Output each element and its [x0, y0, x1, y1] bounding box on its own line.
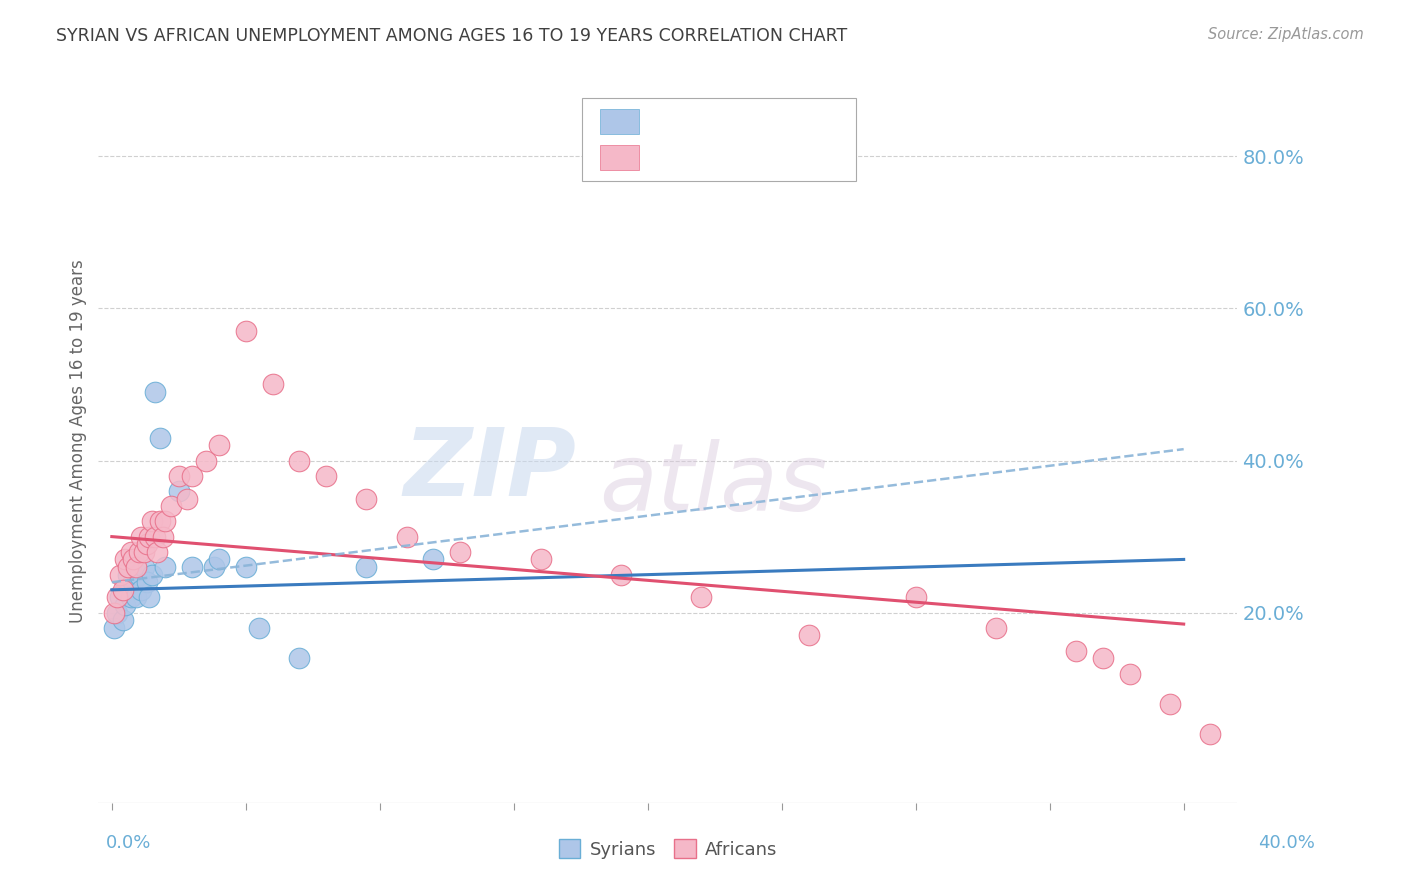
FancyBboxPatch shape [599, 109, 640, 134]
Point [155, 560, 177, 574]
Point [288, 453, 311, 467]
Point [208, 438, 231, 452]
Point [105, 591, 128, 605]
Y-axis label: Unemployment Among Ages 16 to 19 years: Unemployment Among Ages 16 to 19 years [69, 260, 87, 624]
FancyBboxPatch shape [599, 145, 640, 170]
FancyBboxPatch shape [582, 98, 856, 181]
Text: 0.106: 0.106 [702, 112, 755, 130]
Text: R =: R = [652, 149, 689, 167]
Point [117, 567, 139, 582]
Text: -0.202: -0.202 [690, 149, 751, 167]
Point [141, 567, 163, 582]
Point [128, 545, 150, 559]
Text: SYRIAN VS AFRICAN UNEMPLOYMENT AMONG AGES 16 TO 19 YEARS CORRELATION CHART: SYRIAN VS AFRICAN UNEMPLOYMENT AMONG AGE… [56, 27, 848, 45]
Point [529, 552, 551, 566]
Point [797, 628, 820, 642]
Text: ZIP: ZIP [404, 425, 576, 516]
Point [247, 621, 270, 635]
Point [1159, 697, 1181, 711]
Point [128, 567, 150, 582]
Point [181, 560, 204, 574]
Point [138, 530, 160, 544]
Point [149, 431, 172, 445]
Point [449, 545, 471, 559]
Point [120, 591, 142, 605]
Point [690, 591, 713, 605]
Point [984, 621, 1007, 635]
Point [288, 651, 311, 665]
Text: 40.0%: 40.0% [1258, 834, 1315, 852]
Point [152, 530, 174, 544]
Point [1199, 727, 1222, 741]
Point [111, 582, 134, 597]
Point [132, 545, 155, 559]
Point [120, 560, 142, 574]
Point [235, 324, 257, 338]
Text: Source: ZipAtlas.com: Source: ZipAtlas.com [1208, 27, 1364, 42]
Point [1092, 651, 1115, 665]
Point [149, 515, 172, 529]
Point [122, 552, 145, 566]
Text: N = 29: N = 29 [762, 112, 820, 130]
Point [315, 468, 337, 483]
Point [176, 491, 198, 506]
Point [235, 560, 257, 574]
Text: 0.0%: 0.0% [105, 834, 150, 852]
Point [114, 598, 136, 612]
Point [143, 530, 166, 544]
Point [122, 575, 145, 590]
Point [114, 582, 136, 597]
Point [125, 591, 148, 605]
Point [422, 552, 444, 566]
Point [208, 552, 231, 566]
Point [262, 377, 284, 392]
Point [138, 591, 160, 605]
Text: atlas: atlas [599, 440, 828, 531]
Point [194, 453, 217, 467]
Point [356, 560, 378, 574]
Text: R =: R = [652, 112, 689, 130]
Point [167, 483, 190, 498]
Point [356, 491, 378, 506]
Point [135, 575, 157, 590]
Point [103, 606, 125, 620]
Point [135, 537, 157, 551]
Point [1119, 666, 1142, 681]
Point [129, 582, 152, 597]
Point [167, 468, 190, 483]
Point [129, 530, 152, 544]
Point [125, 560, 148, 574]
Point [117, 560, 139, 574]
Point [141, 515, 163, 529]
Point [395, 530, 418, 544]
Point [108, 567, 131, 582]
Text: N = 44: N = 44 [762, 149, 820, 167]
Point [146, 545, 169, 559]
Point [159, 499, 181, 513]
Point [610, 567, 633, 582]
Point [143, 385, 166, 400]
Point [111, 613, 134, 627]
Point [904, 591, 927, 605]
Point [103, 621, 125, 635]
Point [202, 560, 225, 574]
Point [181, 468, 204, 483]
Point [1066, 643, 1088, 657]
Point [132, 560, 155, 574]
Legend: Syrians, Africans: Syrians, Africans [551, 832, 785, 866]
Point [120, 545, 142, 559]
Point [114, 552, 136, 566]
Point [105, 606, 128, 620]
Point [108, 591, 131, 605]
Point [155, 515, 177, 529]
